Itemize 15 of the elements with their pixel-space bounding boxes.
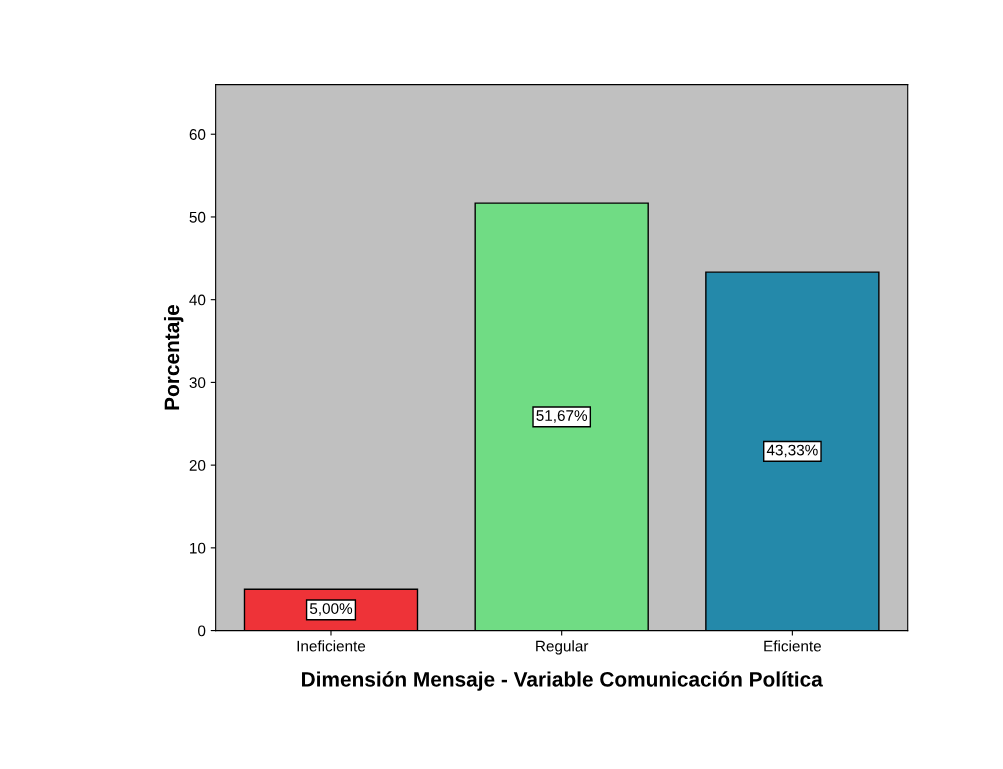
y-tick-label: 30 bbox=[189, 377, 206, 389]
y-tick-label: 40 bbox=[189, 294, 206, 306]
data-label: 5,00% bbox=[309, 603, 353, 616]
x-axis-title: Dimensión Mensaje - Variable Comunicación Política bbox=[302, 671, 823, 691]
y-tick-label: 20 bbox=[189, 460, 206, 471]
y-axis-title: Porcentaje bbox=[163, 305, 184, 410]
x-tick-label: Eficiente bbox=[764, 640, 821, 652]
data-label: 43,33% bbox=[766, 444, 818, 458]
x-tick-label: Ineficiente bbox=[297, 640, 366, 652]
y-tick-label: 0 bbox=[198, 625, 206, 637]
y-tick-label: 60 bbox=[189, 129, 206, 140]
data-label: 51,67% bbox=[536, 410, 588, 423]
y-tick-label: 10 bbox=[190, 542, 206, 554]
y-tick-label: 50 bbox=[189, 211, 206, 223]
x-tick-label: Regular bbox=[536, 640, 589, 655]
